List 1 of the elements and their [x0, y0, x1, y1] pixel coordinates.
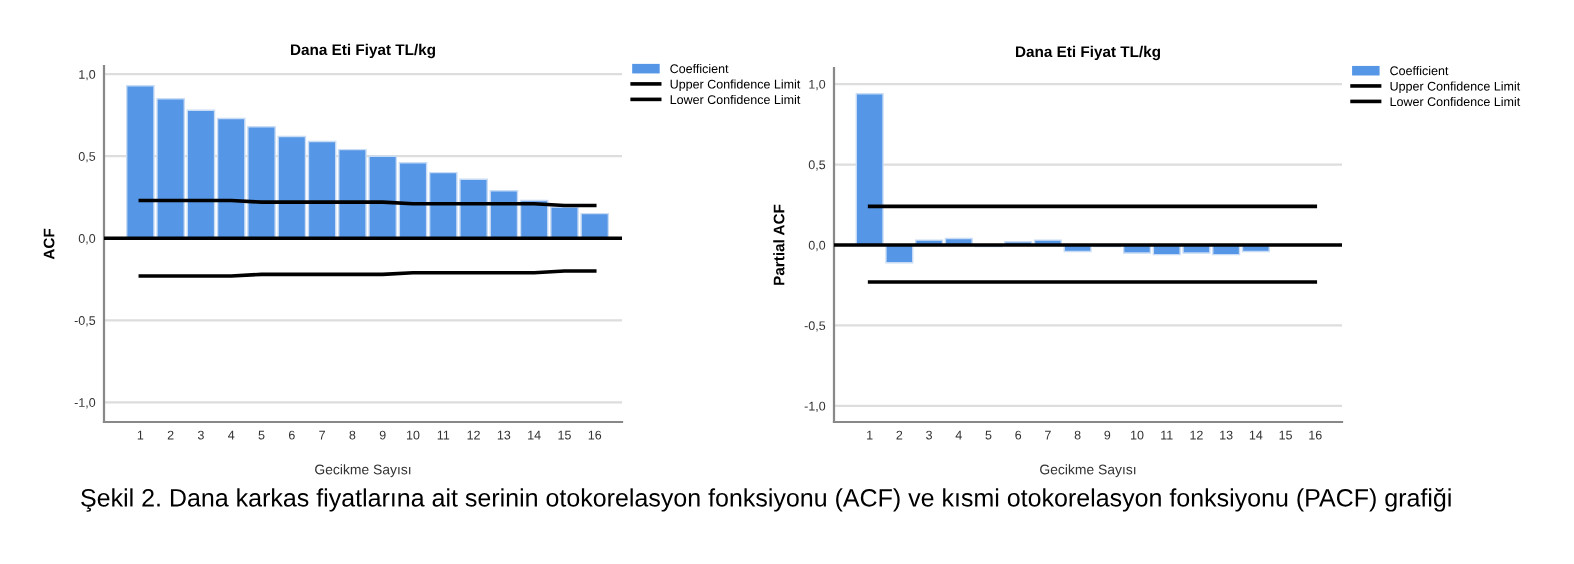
text: Şekil 2. Dana karkas fiyatlarına ait serinin otokorelasyon fonksiyonu (ACF) ve kısmi otokorelasyon fonksiyonu (PACF) grafiği: [81, 488, 1451, 512]
